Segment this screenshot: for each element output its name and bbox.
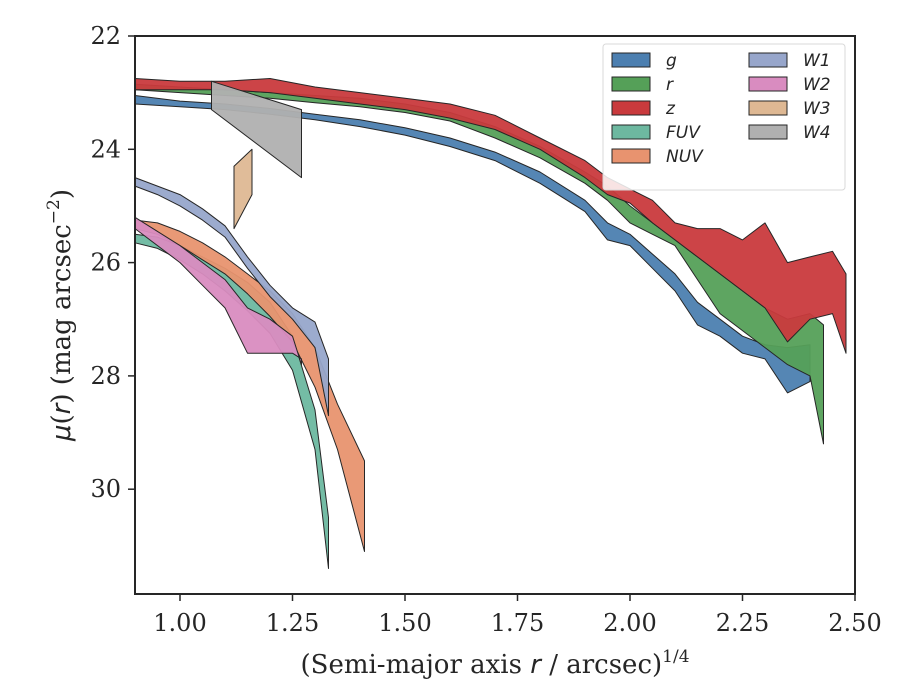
band-g [134, 95, 811, 394]
legend-label-w1: W1 [803, 51, 831, 71]
legend-label-fuv: FUV [666, 123, 701, 143]
x-axis-ticks: 1.00 1.25 1.50 1.75 2.00 2.25 2.50 [153, 594, 882, 637]
legend-swatch-w3 [748, 100, 788, 116]
x-axis-label: (Semi-major axis r / arcsec)1/4 [300, 647, 689, 680]
x-tick-label: 2.50 [828, 609, 881, 637]
x-tick-label: 2.25 [716, 609, 769, 637]
legend-swatch-r [611, 76, 651, 92]
legend-swatch-g [611, 52, 651, 68]
legend-label-r: r [666, 75, 674, 95]
x-tick-label: 1.50 [378, 609, 431, 637]
legend-swatch-w1 [748, 52, 788, 68]
legend-label-z: z [665, 99, 676, 119]
x-tick-label: 1.00 [153, 609, 206, 637]
y-tick-label: 24 [90, 135, 121, 163]
legend-label-w3: W3 [803, 99, 831, 119]
legend-label-nuv: NUV [666, 147, 704, 167]
y-axis-label: μ(r) (mag arcsec−2) [44, 189, 77, 442]
legend: grz FUV NUV W1 W2 W3 W4 [602, 43, 846, 191]
band-w3 [233, 148, 253, 230]
band-w1 [134, 177, 329, 417]
y-tick-label: 30 [90, 475, 121, 503]
y-tick-label: 22 [90, 22, 121, 50]
legend-label-w4: W4 [803, 123, 831, 143]
y-tick-label: 28 [90, 362, 121, 390]
legend-swatch-nuv [611, 148, 651, 164]
y-tick-label: 26 [90, 249, 121, 277]
band-fuv [134, 233, 329, 569]
legend-swatch-fuv [611, 124, 651, 140]
legend-swatch-w2 [748, 76, 788, 92]
x-tick-label: 1.75 [491, 609, 544, 637]
legend-label-g: g [666, 51, 677, 71]
band-w4 [211, 80, 302, 179]
y-axis-ticks: 22 24 26 28 30 [90, 22, 135, 503]
profile-bands [134, 78, 847, 569]
x-tick-label: 2.00 [603, 609, 656, 637]
plot-frame [134, 35, 856, 595]
x-tick-label: 1.25 [266, 609, 319, 637]
legend-swatch-w4 [748, 124, 788, 140]
band-z [134, 78, 847, 354]
legend-label-w2: W2 [803, 75, 831, 95]
legend-swatch-z [611, 100, 651, 116]
band-nuv [134, 219, 365, 552]
band-w2 [134, 216, 302, 366]
